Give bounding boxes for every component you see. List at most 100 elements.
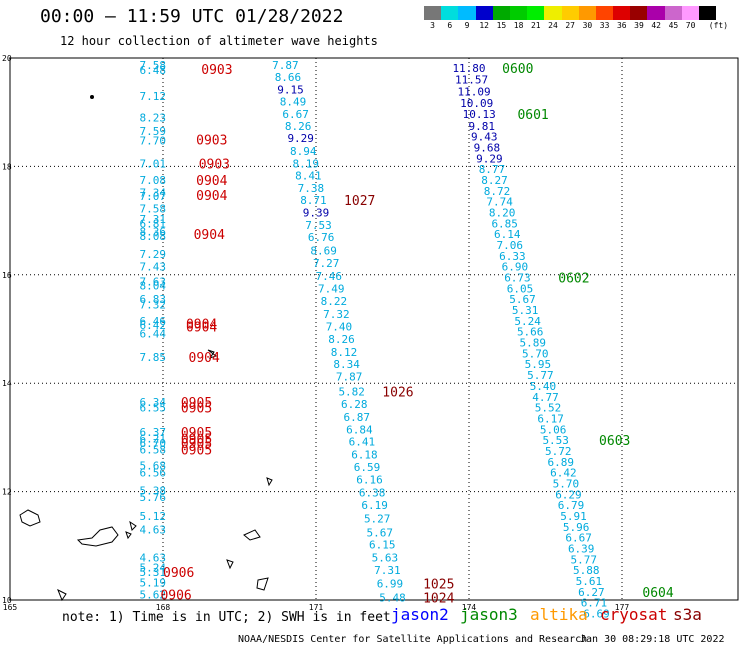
wave-height-scale-labels: 3 6 9 12 15 18 21 24 27 30 33 36 39 42 45 70 (ft) bbox=[424, 21, 740, 33]
pass-time-label: 0904 bbox=[196, 189, 227, 204]
wave-height-value: 6.34 bbox=[140, 396, 167, 409]
scale-tick-label: 27 bbox=[565, 21, 576, 30]
wave-height-value: 5.24 bbox=[140, 561, 167, 574]
wave-height-value: 6.71 bbox=[581, 597, 608, 610]
wave-height-value: 8.41 bbox=[295, 170, 322, 183]
wave-height-value: 8.69 bbox=[310, 244, 337, 257]
wave-height-value: 6.37 bbox=[140, 426, 167, 439]
pass-time-label: 0903 bbox=[201, 63, 232, 78]
wave-height-value: 8.36 bbox=[140, 225, 167, 238]
pass-time-label: 0602 bbox=[558, 272, 589, 287]
wave-height-value: 7.40 bbox=[326, 320, 353, 333]
wave-height-value: 7.31 bbox=[140, 213, 167, 226]
pass-time-label: 0604 bbox=[642, 586, 673, 601]
legend-altika: altika bbox=[530, 605, 588, 624]
lat-tick-label: 16 bbox=[2, 271, 12, 280]
wave-height-value: 8.77 bbox=[479, 163, 506, 176]
pass-time-label: 0904 bbox=[186, 320, 217, 335]
pass-time-label: 1026 bbox=[382, 385, 413, 400]
scale-tick-label: 42 bbox=[651, 21, 662, 30]
wave-height-value: 6.05 bbox=[507, 282, 534, 295]
wave-height-value: 7.06 bbox=[497, 239, 524, 252]
wave-height-value: 7.31 bbox=[374, 564, 401, 577]
wave-height-value: 9.43 bbox=[471, 131, 498, 144]
wave-height-value: 6.41 bbox=[349, 436, 376, 449]
wave-height-color-scale bbox=[424, 6, 717, 20]
wave-height-value: 6.56 bbox=[140, 467, 167, 480]
legend-note: note: 1) Time is in UTC; 2) SWH is in fe… bbox=[62, 610, 391, 625]
wave-height-value: 8.49 bbox=[280, 95, 307, 108]
wave-height-value: 7.34 bbox=[140, 186, 167, 199]
lat-tick-label: 20 bbox=[2, 54, 12, 63]
lat-tick-label: 10 bbox=[2, 596, 12, 605]
footer-timestamp: Jan 30 08:29:18 UTC 2022 bbox=[580, 634, 725, 645]
wave-height-value: 5.91 bbox=[560, 510, 587, 523]
pass-time-label: 0905 bbox=[181, 437, 212, 452]
pass-time-label: 1027 bbox=[344, 194, 375, 209]
wave-height-value: 6.29 bbox=[555, 488, 582, 501]
wave-height-value: 11.57 bbox=[455, 74, 488, 87]
wave-height-value: 7.58 bbox=[140, 59, 167, 72]
satellite-tracks: 7.586.487.128.237.597.707.017.087.347.07… bbox=[140, 59, 674, 621]
scale-swatch bbox=[492, 6, 510, 20]
wave-height-value: 8.19 bbox=[293, 158, 320, 171]
wave-height-value: 5.89 bbox=[520, 337, 547, 350]
wave-height-value: 8.12 bbox=[331, 346, 358, 359]
wave-height-value: 8.72 bbox=[484, 185, 511, 198]
wave-height-value: 6.70 bbox=[140, 437, 167, 450]
wave-height-value: 5.31 bbox=[140, 566, 167, 579]
wave-height-value: 6.17 bbox=[537, 412, 564, 425]
wave-height-value: 5.52 bbox=[535, 402, 562, 415]
wave-height-value: 6.15 bbox=[369, 539, 396, 552]
pass-time-label: 0904 bbox=[189, 351, 220, 366]
scale-swatch bbox=[424, 6, 442, 20]
wave-height-value: 8.22 bbox=[321, 295, 348, 308]
wave-height-value: 6.48 bbox=[140, 64, 167, 77]
wave-height-value: 9.39 bbox=[303, 206, 330, 219]
wave-height-value: 6.39 bbox=[568, 543, 595, 556]
wave-height-value: 7.74 bbox=[486, 196, 513, 209]
lat-tick-label: 18 bbox=[2, 162, 12, 171]
lat-tick-label: 14 bbox=[2, 379, 12, 388]
scale-tick-label: 21 bbox=[530, 21, 541, 30]
scale-tick-label: 12 bbox=[479, 21, 490, 30]
wave-height-value: 5.12 bbox=[140, 510, 167, 523]
scale-tick-label: 36 bbox=[616, 21, 627, 30]
island-shape bbox=[19, 509, 41, 527]
island-shape bbox=[125, 531, 132, 540]
island-outlines bbox=[19, 95, 273, 602]
scale-tick-label: 9 bbox=[464, 21, 470, 30]
wave-height-value: 6.84 bbox=[346, 423, 373, 436]
wave-height-value: 6.46 bbox=[140, 315, 167, 328]
wave-height-value: 7.85 bbox=[140, 351, 167, 364]
wave-height-value: 7.63 bbox=[140, 275, 167, 288]
wave-height-value: 5.95 bbox=[525, 358, 552, 371]
scale-swatch bbox=[681, 6, 699, 20]
wave-height-value: 8.27 bbox=[481, 174, 508, 187]
wave-height-value: 6.58 bbox=[140, 443, 167, 456]
wave-height-value: 5.88 bbox=[573, 564, 600, 577]
wave-height-value: 9.81 bbox=[469, 120, 496, 133]
scale-swatch bbox=[595, 6, 614, 20]
wave-height-value: 5.70 bbox=[553, 477, 580, 490]
scale-unit-label: (ft) bbox=[708, 21, 729, 30]
wave-height-value: 6.73 bbox=[504, 272, 531, 285]
wave-height-value: 6.79 bbox=[558, 499, 585, 512]
wave-height-value: 7.70 bbox=[140, 134, 167, 147]
wave-height-value: 5.67 bbox=[367, 526, 394, 539]
wave-height-value: 7.38 bbox=[298, 182, 325, 195]
wave-height-value: 5.82 bbox=[338, 385, 365, 398]
wave-height-value: 5.53 bbox=[542, 434, 569, 447]
legend-jason3: jason3 bbox=[460, 605, 518, 624]
track-jason3: 11.8011.5711.0910.0910.139.819.439.689.2… bbox=[452, 62, 673, 621]
wave-height-value: 7.08 bbox=[140, 174, 167, 187]
wave-height-value: 5.06 bbox=[540, 423, 567, 436]
pass-time-label: 0905 bbox=[181, 432, 212, 447]
wave-height-value: 6.83 bbox=[140, 293, 167, 306]
scale-tick-label: 18 bbox=[513, 21, 524, 30]
wave-height-value: 5.67 bbox=[509, 293, 536, 306]
wave-height-value: 4.63 bbox=[140, 552, 167, 565]
legend-s3a: s3a bbox=[673, 605, 702, 624]
scale-tick-label: 15 bbox=[496, 21, 507, 30]
scale-tick-label: 24 bbox=[548, 21, 558, 30]
